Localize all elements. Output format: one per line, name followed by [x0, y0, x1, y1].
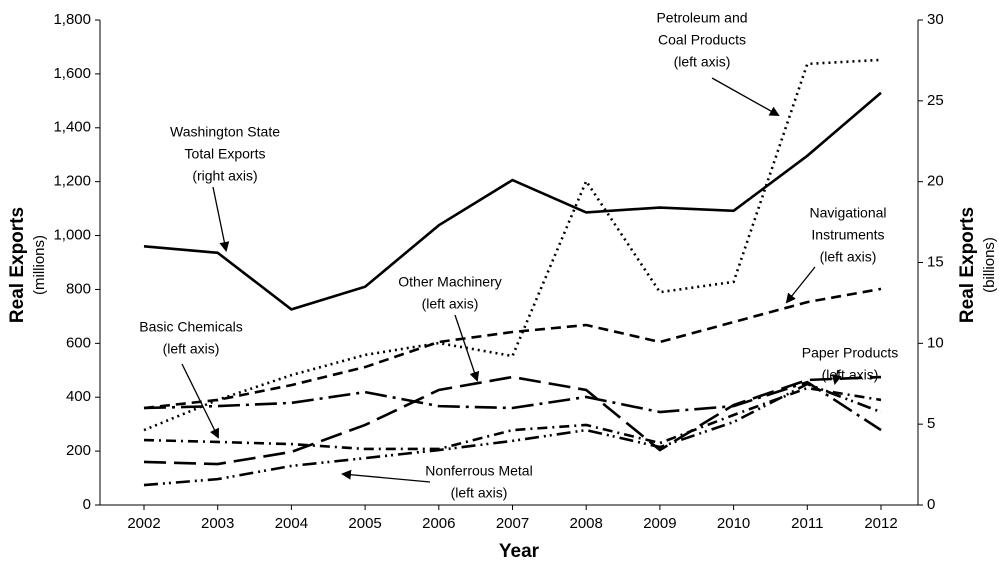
x-tick-label: 2007	[496, 515, 529, 532]
x-tick-label: 2002	[127, 515, 160, 532]
annotation-arrow	[785, 266, 816, 304]
series-line	[143, 287, 882, 410]
annotation-text: (left axis)	[820, 249, 877, 265]
annotation-text: Paper Products	[802, 345, 899, 361]
annotation-text: (left axis)	[451, 485, 508, 501]
series-line	[143, 375, 882, 466]
x-tick-label: 2005	[348, 515, 381, 532]
series-line	[143, 386, 882, 451]
series-line	[143, 91, 882, 311]
y-tick-label: 1,800	[53, 11, 91, 28]
y-axis-title: Real Exports	[7, 207, 28, 323]
annotation-text: Instruments	[811, 227, 884, 243]
x-tick-label: 2006	[422, 515, 455, 532]
annotation-text: Petroleum and	[656, 10, 747, 26]
annotation-text: (left axis)	[163, 341, 220, 357]
y2-tick-label: 20	[927, 173, 944, 190]
x-tick-label: 2012	[864, 515, 897, 532]
annotation-arrow	[212, 186, 230, 252]
series-line	[143, 382, 882, 487]
y-tick-label: 200	[66, 442, 91, 459]
annotation-text: Coal Products	[658, 32, 746, 48]
annotation-text: Total Exports	[185, 146, 266, 162]
y2-tick-label: 15	[927, 253, 944, 270]
annotation-text: Nonferrous Metal	[425, 463, 532, 479]
y-tick-label: 1,200	[53, 173, 91, 190]
annotation-text: (right axis)	[192, 168, 257, 184]
y2-tick-label: 25	[927, 92, 944, 109]
annotation-text: Navigational	[809, 205, 886, 221]
x-tick-label: 2003	[201, 515, 234, 532]
x-tick-label: 2011	[791, 515, 823, 532]
annotation-text: Other Machinery	[398, 274, 501, 290]
x-tick-label: 2009	[643, 515, 676, 532]
x-tick-label: 2010	[717, 515, 750, 532]
y2-tick-label: 30	[927, 11, 944, 28]
x-tick-label: 2008	[570, 515, 603, 532]
y2-axis-title: Real Exports	[957, 207, 978, 323]
y-tick-label: 600	[66, 334, 91, 351]
annotation-text: Washington State	[170, 124, 280, 140]
annotation-arrow	[341, 469, 431, 483]
annotation-text: (left axis)	[422, 296, 479, 312]
y-tick-label: 800	[66, 280, 91, 297]
y2-axis-units: (billions)	[981, 237, 998, 293]
annotation-arrow	[831, 369, 842, 385]
annotation-arrow	[711, 77, 780, 116]
y-tick-label: 1,600	[53, 65, 91, 82]
y-tick-label: 400	[66, 388, 91, 405]
x-axis-title: Year	[499, 541, 540, 562]
annotation-text: (left axis)	[674, 54, 731, 70]
y-axis-units: (millions)	[31, 235, 48, 295]
y-tick-label: 1,400	[53, 119, 91, 136]
series-line	[143, 380, 882, 432]
annotation-text: (left axis)	[822, 367, 879, 383]
annotation-arrow	[454, 314, 480, 382]
y2-tick-label: 5	[927, 415, 935, 432]
y2-tick-label: 10	[927, 334, 944, 351]
annotation-arrow	[181, 363, 219, 439]
y-tick-label: 1,000	[53, 227, 91, 244]
y2-tick-label: 0	[927, 496, 935, 513]
y-tick-label: 0	[83, 496, 91, 513]
x-tick-label: 2004	[275, 515, 308, 532]
annotation-text: Basic Chemicals	[139, 319, 242, 335]
series-line	[143, 58, 882, 432]
